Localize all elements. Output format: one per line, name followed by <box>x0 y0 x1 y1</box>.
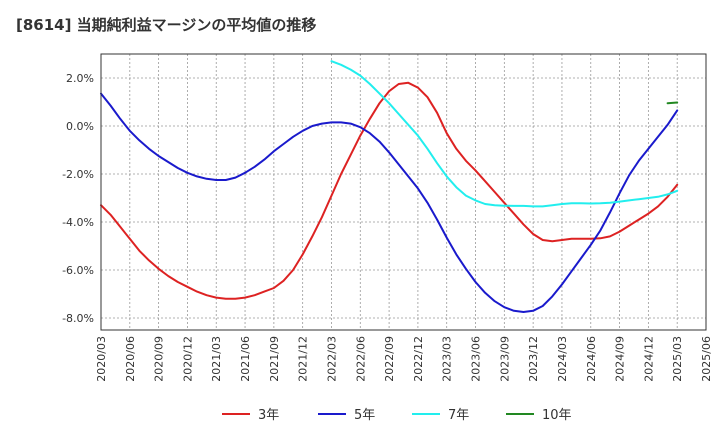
x-axis-tick-labels: 2020/03 2020/06 2020/09 2020/12 2021/03 2021/… <box>95 336 713 382</box>
x-tick-label: 2024/03 <box>556 336 569 382</box>
series-lines <box>100 60 679 313</box>
y-tick-label: -2.0% <box>62 168 94 181</box>
legend-item: 3年 <box>222 408 279 423</box>
legend-label: 3年 <box>258 408 279 423</box>
y-tick-label: -8.0% <box>62 312 94 325</box>
legend-item: 10年 <box>506 408 572 423</box>
x-tick-label: 2020/09 <box>153 336 166 382</box>
legend-label: 5年 <box>354 408 375 423</box>
x-tick-label: 2023/03 <box>441 336 454 382</box>
x-tick-label: 2025/06 <box>700 336 713 382</box>
plot-border <box>100 53 707 331</box>
legend-item: 5年 <box>318 408 375 423</box>
legend-label: 10年 <box>542 408 572 423</box>
y-tick-label: -4.0% <box>62 216 94 229</box>
x-tick-label: 2022/06 <box>354 336 367 382</box>
x-tick-label: 2021/09 <box>268 336 281 382</box>
y-axis-tick-labels: 2.0% 0.0% -2.0% -4.0% -6.0% -8.0% <box>62 72 94 325</box>
x-tick-label: 2022/03 <box>325 336 338 382</box>
x-tick-label: 2021/03 <box>210 336 223 382</box>
plot-frame <box>100 53 707 331</box>
x-tick-label: 2020/06 <box>124 336 137 382</box>
x-tick-label: 2025/03 <box>671 336 684 382</box>
grid-lines <box>101 54 706 330</box>
x-tick-label: 2021/12 <box>297 336 310 382</box>
x-tick-label: 2022/09 <box>383 336 396 382</box>
x-tick-label: 2024/12 <box>642 336 655 382</box>
x-tick-label: 2023/06 <box>470 336 483 382</box>
series-line-1 <box>100 92 679 313</box>
y-tick-label: 2.0% <box>66 72 94 85</box>
series-line-3 <box>666 101 679 105</box>
x-tick-label: 2020/03 <box>95 336 108 382</box>
y-tick-label: -6.0% <box>62 264 94 277</box>
chart-title: [8614] 当期純利益マージンの平均値の推移 <box>16 16 317 34</box>
legend: 3年 5年 7年 10年 <box>222 408 572 423</box>
x-tick-label: 2020/12 <box>181 336 194 382</box>
x-tick-label: 2023/09 <box>498 336 511 382</box>
x-tick-label: 2024/06 <box>585 336 598 382</box>
x-tick-label: 2023/12 <box>527 336 540 382</box>
series-line-0 <box>100 81 679 300</box>
legend-item: 7年 <box>412 408 469 423</box>
series-line-2 <box>330 60 679 208</box>
x-tick-label: 2021/06 <box>239 336 252 382</box>
x-tick-label: 2022/12 <box>412 336 425 382</box>
legend-label: 7年 <box>448 408 469 423</box>
y-tick-label: 0.0% <box>66 120 94 133</box>
x-tick-label: 2024/09 <box>614 336 627 382</box>
